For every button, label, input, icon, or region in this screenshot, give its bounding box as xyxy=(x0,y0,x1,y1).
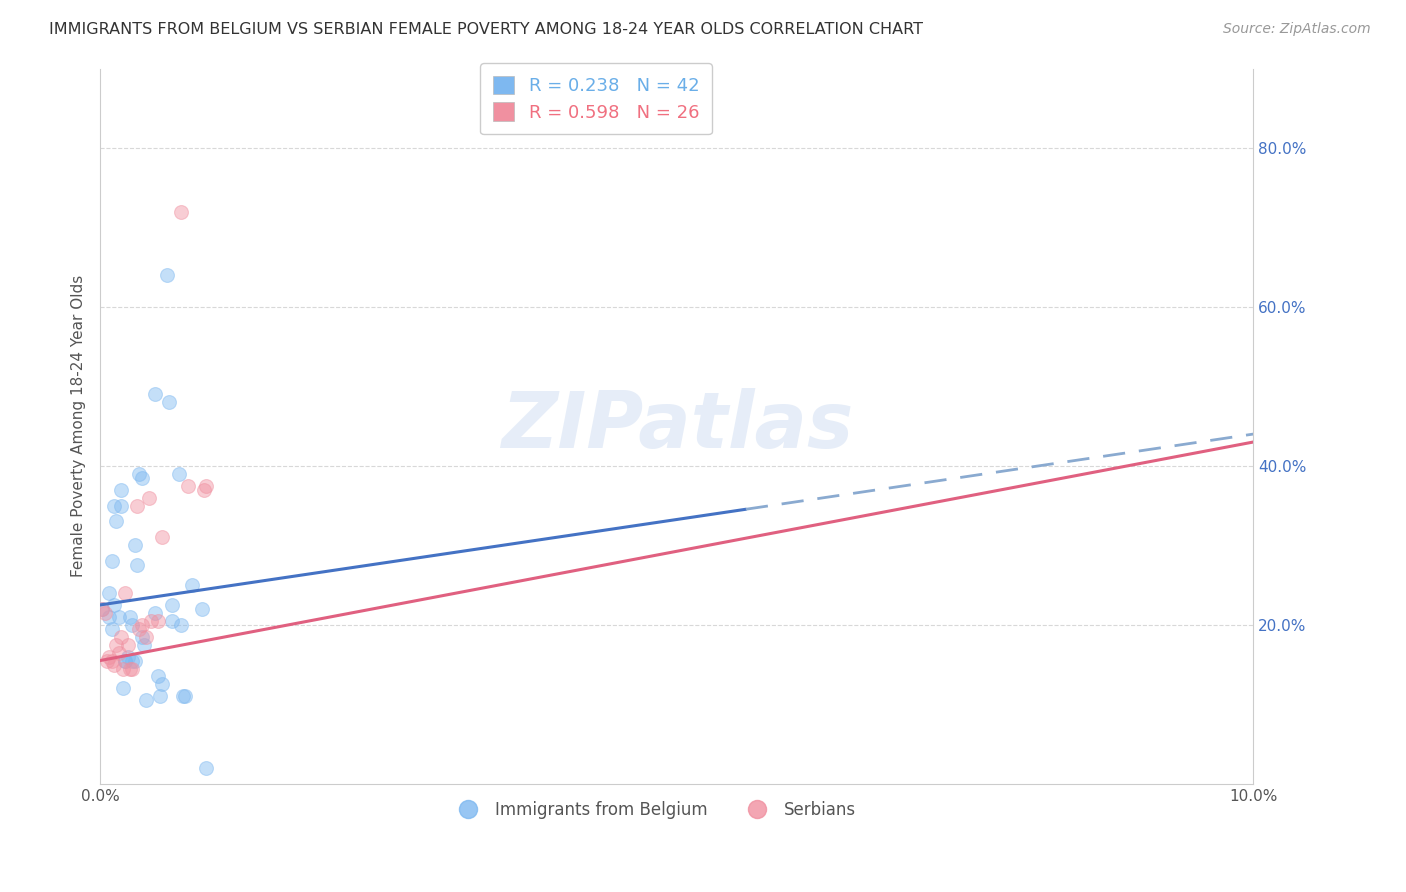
Point xyxy=(170,204,193,219)
Point xyxy=(114,654,136,668)
Point xyxy=(110,483,132,497)
Point xyxy=(131,471,153,485)
Point xyxy=(138,491,160,505)
Point xyxy=(105,638,128,652)
Point xyxy=(170,617,193,632)
Point xyxy=(135,630,157,644)
Point xyxy=(156,268,179,282)
Point xyxy=(125,499,148,513)
Point xyxy=(131,617,153,632)
Point xyxy=(105,515,128,529)
Point xyxy=(124,538,146,552)
Point xyxy=(114,586,136,600)
Point xyxy=(91,602,114,616)
Point xyxy=(132,638,155,652)
Y-axis label: Female Poverty Among 18-24 Year Olds: Female Poverty Among 18-24 Year Olds xyxy=(72,275,86,577)
Point xyxy=(145,606,167,620)
Point xyxy=(91,602,114,616)
Point xyxy=(124,654,146,668)
Point xyxy=(149,690,172,704)
Point xyxy=(172,690,194,704)
Point xyxy=(152,677,174,691)
Point xyxy=(128,467,150,481)
Point xyxy=(110,499,132,513)
Point xyxy=(146,614,169,628)
Point xyxy=(195,761,218,775)
Point xyxy=(160,614,183,628)
Point xyxy=(100,554,122,568)
Point xyxy=(98,649,121,664)
Point xyxy=(190,602,212,616)
Point xyxy=(103,657,125,672)
Text: IMMIGRANTS FROM BELGIUM VS SERBIAN FEMALE POVERTY AMONG 18-24 YEAR OLDS CORRELAT: IMMIGRANTS FROM BELGIUM VS SERBIAN FEMAL… xyxy=(49,22,924,37)
Point xyxy=(117,638,139,652)
Point xyxy=(195,479,218,493)
Point xyxy=(135,693,157,707)
Text: ZIPatlas: ZIPatlas xyxy=(501,388,853,464)
Point xyxy=(100,622,122,636)
Point xyxy=(139,614,162,628)
Point xyxy=(103,499,125,513)
Point xyxy=(112,681,135,696)
Point xyxy=(117,649,139,664)
Point xyxy=(157,395,180,409)
Point xyxy=(120,610,142,624)
Point xyxy=(107,646,129,660)
Text: Source: ZipAtlas.com: Source: ZipAtlas.com xyxy=(1223,22,1371,37)
Point xyxy=(121,617,143,632)
Point xyxy=(128,622,150,636)
Point xyxy=(120,661,142,675)
Point xyxy=(121,654,143,668)
Point xyxy=(121,661,143,675)
Point xyxy=(152,530,174,544)
Point xyxy=(96,654,118,668)
Point xyxy=(125,558,148,573)
Point xyxy=(160,598,183,612)
Point xyxy=(110,630,132,644)
Point xyxy=(146,669,169,683)
Point xyxy=(98,586,121,600)
Point xyxy=(114,654,136,668)
Point xyxy=(193,483,215,497)
Point xyxy=(98,610,121,624)
Point xyxy=(112,661,135,675)
Point xyxy=(177,479,200,493)
Point xyxy=(103,598,125,612)
Point xyxy=(174,690,197,704)
Point xyxy=(131,630,153,644)
Point xyxy=(145,387,167,401)
Point xyxy=(181,578,204,592)
Legend: Immigrants from Belgium, Serbians: Immigrants from Belgium, Serbians xyxy=(444,794,863,825)
Point xyxy=(107,610,129,624)
Point xyxy=(167,467,190,481)
Point xyxy=(93,606,115,620)
Point xyxy=(100,654,122,668)
